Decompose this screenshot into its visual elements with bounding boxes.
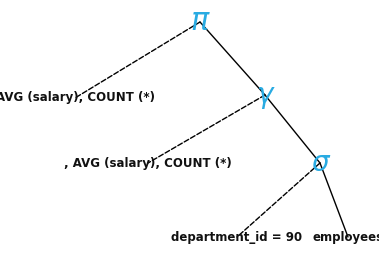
Text: employees: employees: [312, 230, 379, 244]
Text: π: π: [191, 8, 209, 37]
Text: AVG (salary), COUNT (*): AVG (salary), COUNT (*): [0, 92, 155, 104]
Text: σ: σ: [311, 149, 329, 177]
Text: γ: γ: [257, 81, 273, 109]
Text: , AVG (salary), COUNT (*): , AVG (salary), COUNT (*): [64, 157, 232, 169]
Text: department_id = 90: department_id = 90: [171, 230, 302, 244]
